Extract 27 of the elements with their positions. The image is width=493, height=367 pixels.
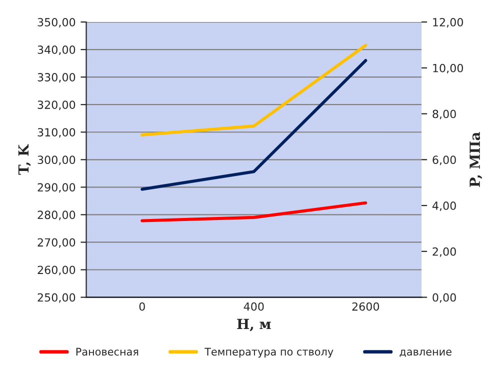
y2-tick-label: 10,00	[433, 64, 464, 74]
y-tick-label: 250,00	[38, 293, 76, 303]
y-tick-label: 290,00	[38, 183, 76, 193]
y-tick-label: 280,00	[38, 210, 76, 220]
y2-tick-label: 0,00	[432, 293, 456, 303]
y2-tick-label: 6,00	[432, 156, 456, 166]
y2-tick-label: 8,00	[432, 110, 456, 120]
y-tick-label: 330,00	[38, 73, 76, 83]
y2-tick-label: 4,00	[432, 201, 456, 212]
y-tick-label: 350,00	[38, 18, 76, 28]
y2-tick-label: 2,00	[432, 247, 456, 257]
y-tick-label: 260,00	[38, 266, 76, 276]
y-axis-title: T, K	[18, 144, 31, 175]
y-tick-label: 300,00	[38, 156, 76, 166]
x-tick-label: 0	[139, 302, 145, 311]
x-tick-label: 400	[244, 302, 264, 311]
legend-label: давление	[400, 350, 452, 357]
legend-label: Рановесная	[76, 348, 138, 356]
y2-axis-title: P, МПа	[470, 132, 482, 187]
y-tick-label: 340,00	[38, 46, 76, 56]
x-axis-title: Н, м	[237, 318, 271, 332]
y-tick-label: 310,00	[38, 128, 76, 138]
y2-tick-label: 12,00	[433, 18, 464, 28]
y-tick-label: 320,00	[38, 100, 76, 110]
x-tick-label: 2600	[352, 302, 380, 311]
legend-label: Температура по стволу	[204, 348, 334, 358]
y-tick-label: 270,00	[38, 238, 76, 248]
